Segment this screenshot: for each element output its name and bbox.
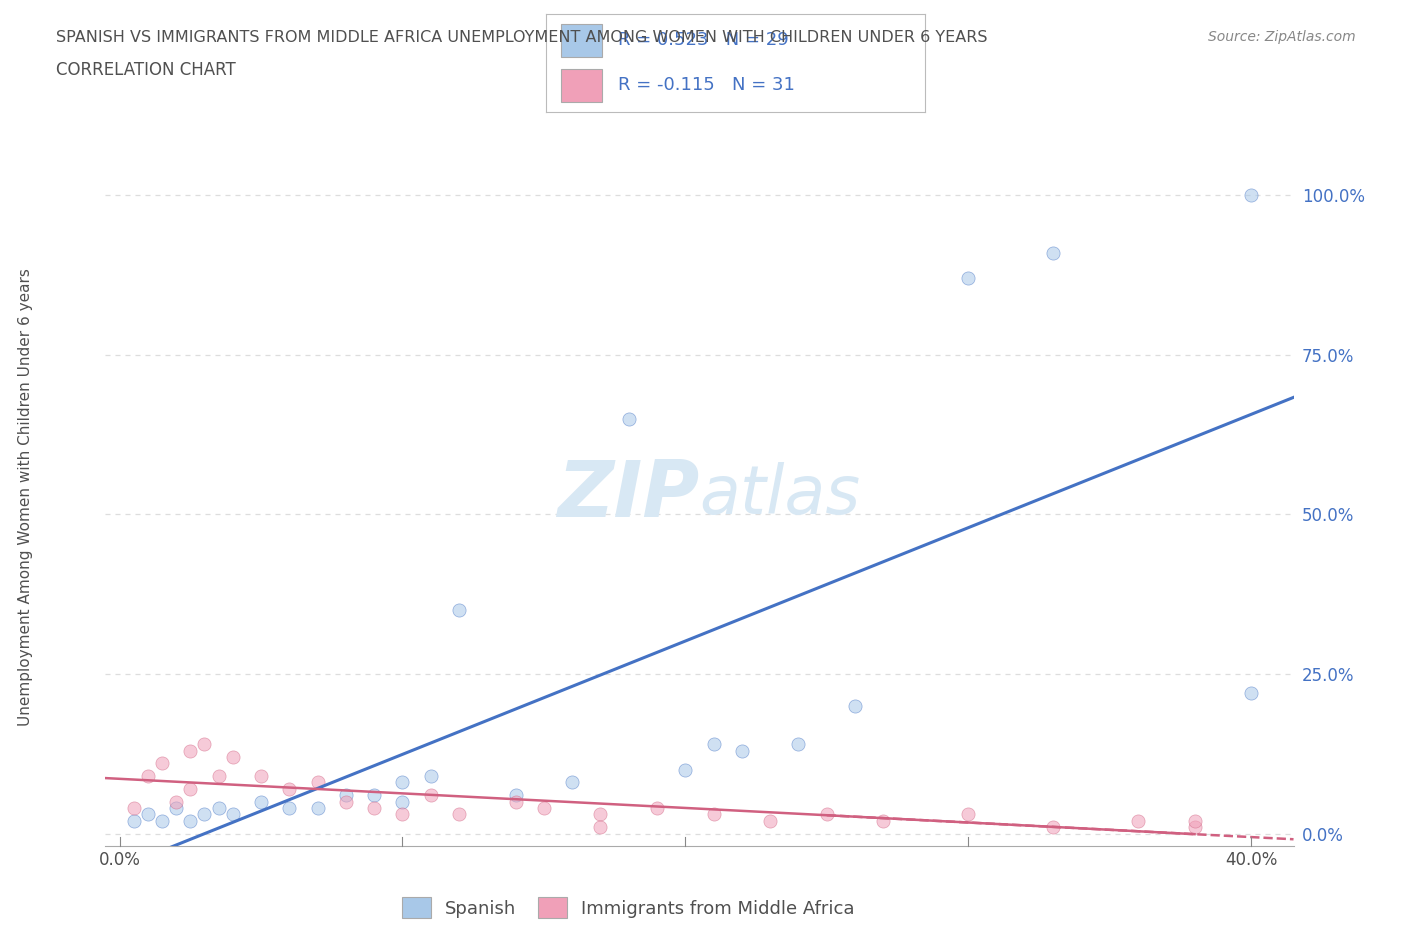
Point [222,750,245,764]
Point [335,794,357,809]
Point [179,814,201,829]
Bar [561,69,603,102]
Point [787,737,810,751]
Point [703,807,725,822]
Point [179,781,201,796]
Text: ZIP: ZIP [557,458,700,533]
Point [447,807,470,822]
Point [1042,246,1064,260]
Point [1184,819,1206,834]
Point [136,807,159,822]
Point [165,794,187,809]
Point [278,781,301,796]
Point [391,807,413,822]
Point [844,698,866,713]
Point [278,801,301,816]
Point [1042,819,1064,834]
Point [307,801,329,816]
Text: R = 0.523   N = 29: R = 0.523 N = 29 [617,32,789,49]
Point [165,801,187,816]
Point [589,807,612,822]
Point [250,768,273,783]
Text: CORRELATION CHART: CORRELATION CHART [56,61,236,79]
Point [447,603,470,618]
Point [505,794,527,809]
Point [561,775,583,790]
Point [335,788,357,803]
Text: R = -0.115   N = 31: R = -0.115 N = 31 [617,76,794,94]
Point [1240,685,1263,700]
Point [1240,188,1263,203]
Point [391,794,413,809]
Point [957,807,980,822]
Text: SPANISH VS IMMIGRANTS FROM MIDDLE AFRICA UNEMPLOYMENT AMONG WOMEN WITH CHILDREN : SPANISH VS IMMIGRANTS FROM MIDDLE AFRICA… [56,30,988,45]
Point [589,819,612,834]
Point [136,768,159,783]
Point [957,271,980,286]
Point [222,807,245,822]
Point [759,814,782,829]
Point [505,788,527,803]
Bar [561,24,603,57]
Point [150,814,173,829]
Text: atlas: atlas [700,462,860,528]
Text: Source: ZipAtlas.com: Source: ZipAtlas.com [1208,30,1355,44]
Point [673,763,696,777]
Point [645,801,668,816]
Point [617,411,640,426]
Point [419,788,441,803]
Text: Unemployment Among Women with Children Under 6 years: Unemployment Among Women with Children U… [18,269,32,726]
Point [815,807,838,822]
Legend: Spanish, Immigrants from Middle Africa: Spanish, Immigrants from Middle Africa [402,897,855,918]
Point [363,788,385,803]
Point [193,807,215,822]
Point [193,737,215,751]
Point [419,768,441,783]
Point [703,737,725,751]
Point [250,794,273,809]
Point [363,801,385,816]
Point [307,775,329,790]
Point [207,768,229,783]
Point [872,814,894,829]
Point [179,743,201,758]
Point [150,756,173,771]
Point [1184,814,1206,829]
Point [731,743,754,758]
Point [207,801,229,816]
Point [533,801,555,816]
Point [122,801,145,816]
Point [1126,814,1149,829]
Point [122,814,145,829]
Point [391,775,413,790]
